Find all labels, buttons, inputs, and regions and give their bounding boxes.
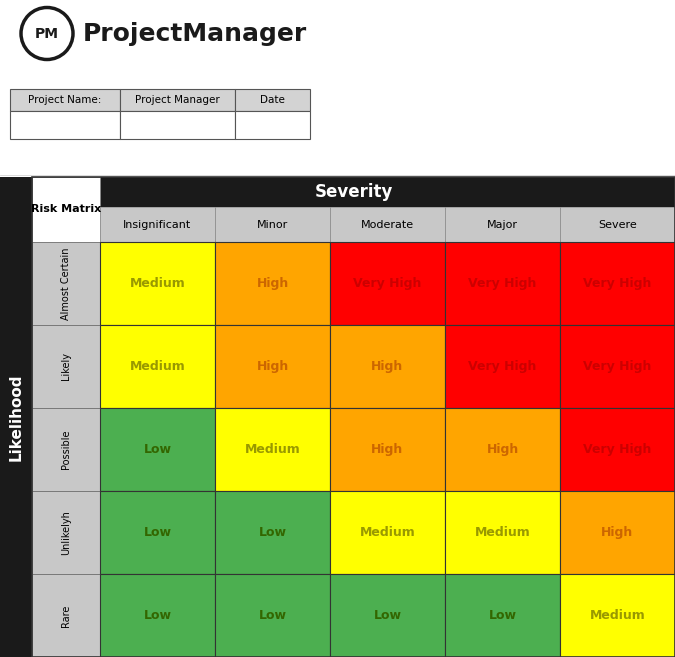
Text: Minor: Minor xyxy=(257,219,288,229)
Text: Possible: Possible xyxy=(61,430,71,469)
Text: Unlikelyh: Unlikelyh xyxy=(61,510,71,555)
Text: Low: Low xyxy=(489,609,516,622)
Bar xyxy=(560,207,675,242)
Bar xyxy=(100,408,215,491)
Text: Very High: Very High xyxy=(353,277,422,290)
Text: Medium: Medium xyxy=(475,526,531,539)
Bar xyxy=(100,574,215,657)
Bar xyxy=(330,574,445,657)
Bar xyxy=(445,207,560,242)
Bar xyxy=(215,242,330,325)
Text: Severity: Severity xyxy=(315,183,393,201)
Bar xyxy=(32,177,100,242)
Text: Low: Low xyxy=(144,526,171,539)
Bar xyxy=(10,111,120,139)
Text: Insignificant: Insignificant xyxy=(124,219,192,229)
Text: Almost Certain: Almost Certain xyxy=(61,247,71,320)
Bar xyxy=(215,408,330,491)
Text: High: High xyxy=(256,360,289,373)
Bar xyxy=(100,207,215,242)
Text: Low: Low xyxy=(144,443,171,456)
Bar xyxy=(32,574,100,657)
Bar xyxy=(560,242,675,325)
Text: High: High xyxy=(371,360,404,373)
Bar xyxy=(560,408,675,491)
Bar xyxy=(445,574,560,657)
Bar xyxy=(100,242,215,325)
Text: Medium: Medium xyxy=(244,443,300,456)
Bar xyxy=(330,207,445,242)
Text: Low: Low xyxy=(259,526,286,539)
Bar xyxy=(330,325,445,408)
Text: Medium: Medium xyxy=(130,277,186,290)
Text: High: High xyxy=(256,277,289,290)
Text: Medium: Medium xyxy=(590,609,645,622)
Bar xyxy=(445,325,560,408)
Text: Likelihood: Likelihood xyxy=(9,373,24,461)
Text: High: High xyxy=(601,526,634,539)
Text: Very High: Very High xyxy=(468,360,537,373)
Text: Major: Major xyxy=(487,219,518,229)
Text: Rare: Rare xyxy=(61,604,71,627)
Bar xyxy=(10,89,120,111)
Bar xyxy=(330,408,445,491)
Text: Low: Low xyxy=(373,609,402,622)
Text: Severe: Severe xyxy=(598,219,637,229)
Text: PM: PM xyxy=(35,26,59,41)
Text: Very High: Very High xyxy=(468,277,537,290)
Text: Low: Low xyxy=(144,609,171,622)
Bar xyxy=(215,574,330,657)
Bar xyxy=(32,242,100,325)
Bar xyxy=(32,491,100,574)
Bar xyxy=(32,325,100,408)
Bar xyxy=(32,177,675,207)
Bar xyxy=(560,574,675,657)
Bar xyxy=(215,325,330,408)
Text: Low: Low xyxy=(259,609,286,622)
Text: Very High: Very High xyxy=(583,277,651,290)
Bar xyxy=(215,207,330,242)
Text: High: High xyxy=(487,443,518,456)
Text: Very High: Very High xyxy=(583,443,651,456)
Text: Project Name:: Project Name: xyxy=(28,95,102,105)
Bar xyxy=(445,242,560,325)
Text: Likely: Likely xyxy=(61,353,71,380)
Text: High: High xyxy=(371,443,404,456)
Bar xyxy=(330,242,445,325)
Circle shape xyxy=(21,7,73,60)
Text: Moderate: Moderate xyxy=(361,219,414,229)
Bar xyxy=(445,491,560,574)
Text: Medium: Medium xyxy=(360,526,415,539)
Bar xyxy=(560,491,675,574)
Bar xyxy=(235,89,310,111)
Text: ProjectManager: ProjectManager xyxy=(83,22,307,45)
Bar xyxy=(32,177,675,657)
Text: Risk Matrix: Risk Matrix xyxy=(31,204,101,214)
Bar xyxy=(0,177,675,657)
Bar xyxy=(0,177,32,657)
Text: Medium: Medium xyxy=(130,360,186,373)
Text: Project Manager: Project Manager xyxy=(135,95,220,105)
Bar xyxy=(100,491,215,574)
Text: Very High: Very High xyxy=(583,360,651,373)
Bar xyxy=(100,325,215,408)
Bar xyxy=(120,89,235,111)
Bar xyxy=(560,325,675,408)
Bar xyxy=(120,111,235,139)
Bar xyxy=(445,408,560,491)
Bar xyxy=(215,491,330,574)
Text: Date: Date xyxy=(260,95,285,105)
Bar xyxy=(32,408,100,491)
Bar xyxy=(235,111,310,139)
Bar xyxy=(330,491,445,574)
